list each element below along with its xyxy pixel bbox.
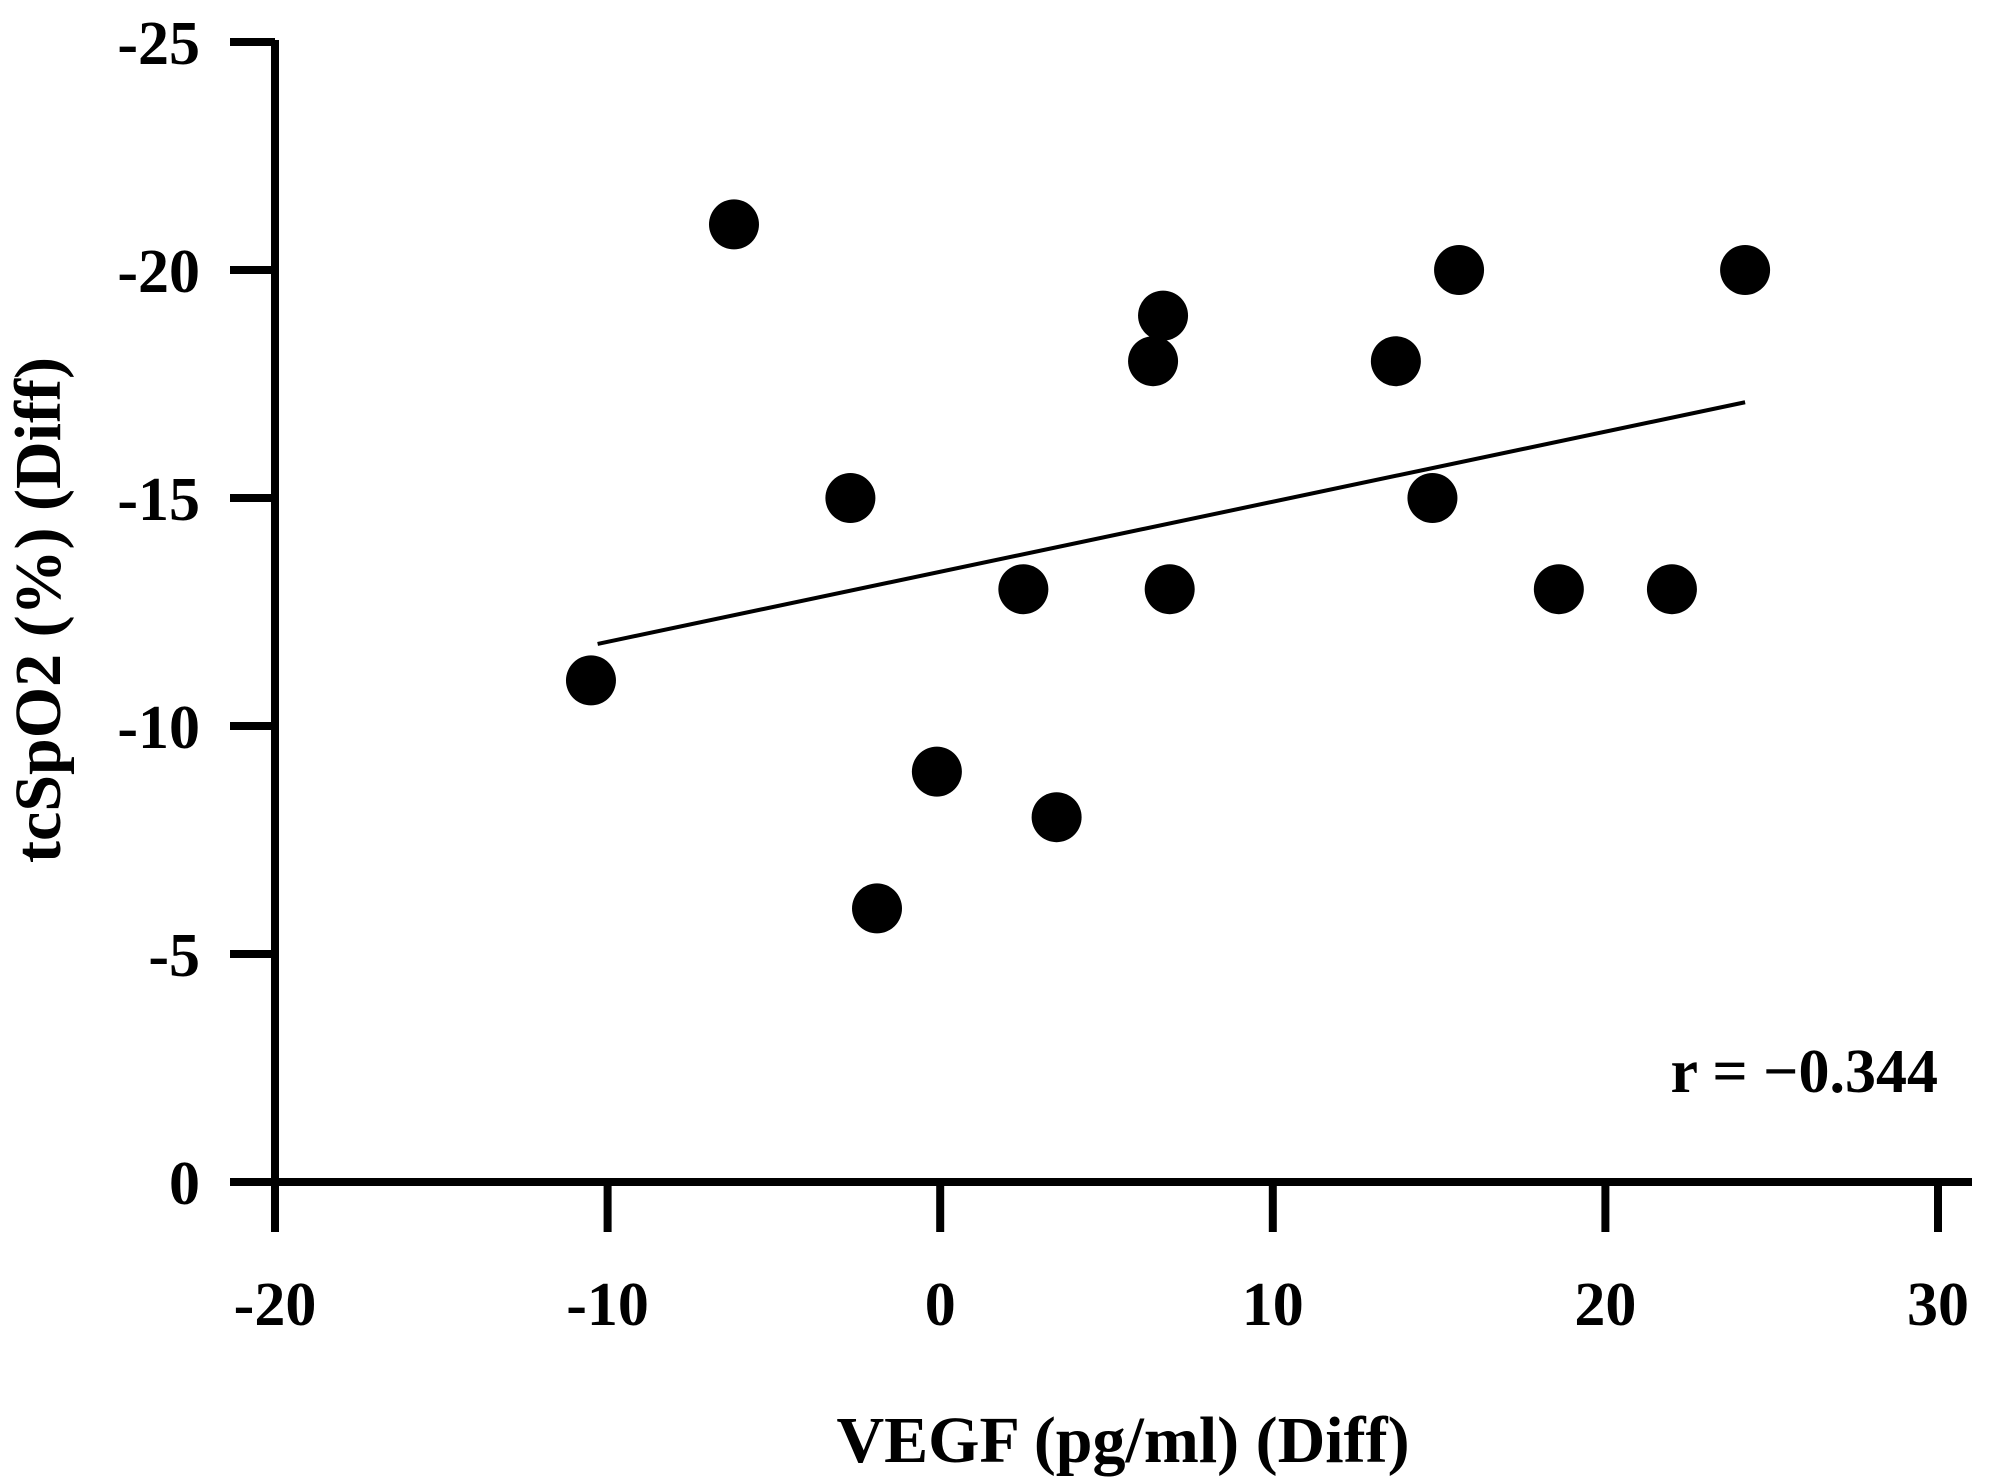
data-point bbox=[708, 199, 759, 250]
x-tick-label: 30 bbox=[1907, 1271, 1969, 1339]
correlation-annotation: r = −0.344 bbox=[1670, 1038, 1938, 1106]
x-tick-label: 10 bbox=[1242, 1271, 1304, 1339]
data-point bbox=[1407, 473, 1458, 523]
data-point bbox=[565, 655, 616, 706]
data-point bbox=[1138, 290, 1189, 341]
x-tick-label: 20 bbox=[1574, 1271, 1636, 1339]
x-axis-title: VEGF (pg/ml) (Diff) bbox=[836, 1404, 1409, 1477]
x-tick-label: -20 bbox=[234, 1271, 317, 1339]
y-tick-label: -20 bbox=[117, 238, 200, 306]
data-point bbox=[852, 883, 903, 934]
data-point bbox=[1370, 336, 1421, 387]
data-point bbox=[1646, 564, 1697, 615]
data-point bbox=[998, 564, 1049, 615]
y-tick-label: -10 bbox=[117, 694, 200, 762]
data-point bbox=[825, 473, 876, 523]
y-axis-title: tcSpO2 (%) (Diff) bbox=[2, 357, 75, 863]
data-point bbox=[1128, 336, 1179, 387]
data-point bbox=[1031, 792, 1082, 843]
data-point bbox=[1434, 245, 1485, 295]
data-point bbox=[1533, 564, 1584, 615]
x-ticks: -20 -10 0 10 20 30 bbox=[234, 1182, 1969, 1339]
data-point bbox=[911, 746, 962, 797]
x-tick-label: 0 bbox=[925, 1271, 956, 1339]
data-point bbox=[1144, 564, 1195, 615]
regression-line bbox=[597, 400, 1746, 646]
y-ticks: 0 -5 -10 -15 -20 -25 bbox=[117, 10, 275, 1218]
y-tick-label: -5 bbox=[148, 922, 200, 990]
y-tick-label: 0 bbox=[169, 1150, 200, 1218]
axes bbox=[230, 40, 1972, 1186]
data-points bbox=[565, 199, 1771, 934]
x-tick-label: -10 bbox=[566, 1271, 649, 1339]
y-tick-label: -25 bbox=[117, 10, 200, 78]
y-tick-label: -15 bbox=[117, 466, 200, 534]
fit-line-group bbox=[597, 400, 1746, 646]
data-point bbox=[1720, 245, 1771, 295]
